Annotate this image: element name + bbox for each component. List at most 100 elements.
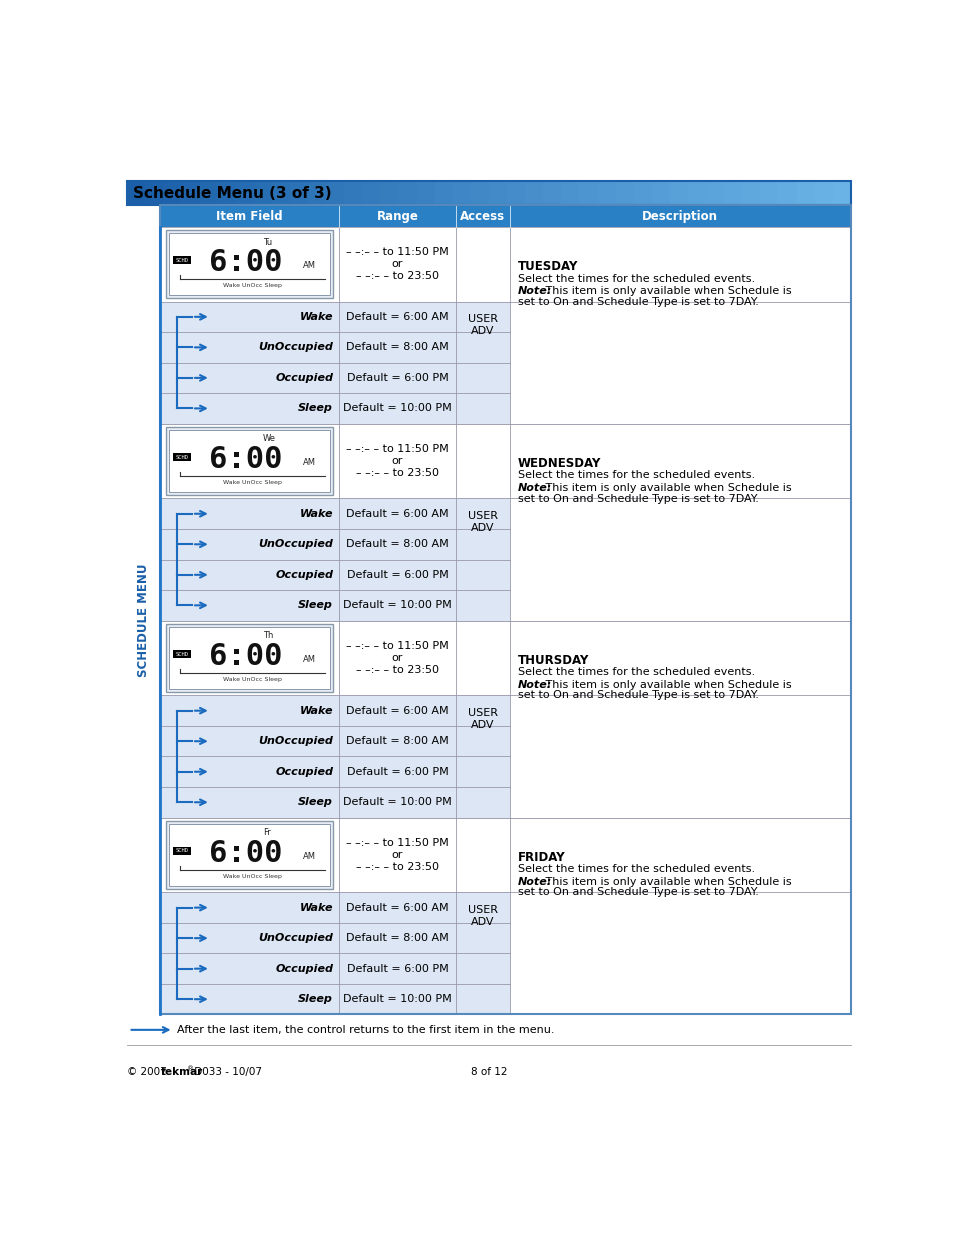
Text: Wake: Wake [299, 903, 333, 913]
Text: Occupied: Occupied [274, 767, 333, 777]
Text: Wake UnOcc Sleep: Wake UnOcc Sleep [223, 283, 282, 288]
Text: – –:– – to 23:50: – –:– – to 23:50 [355, 272, 438, 282]
Text: Wake UnOcc Sleep: Wake UnOcc Sleep [223, 480, 282, 485]
Text: FRIDAY: FRIDAY [517, 851, 564, 864]
Text: We: We [263, 435, 275, 443]
Text: Wake: Wake [299, 705, 333, 716]
Text: Default = 6:00 AM: Default = 6:00 AM [346, 903, 448, 913]
Bar [169, 233, 330, 295]
Text: Occupied: Occupied [274, 373, 333, 383]
Text: Tu: Tu [263, 237, 272, 247]
Bar [398, 180, 416, 205]
Text: This item is only available when Schedule is: This item is only available when Schedul… [542, 679, 791, 689]
Bar [416, 180, 435, 205]
Text: Wake: Wake [299, 311, 333, 322]
Text: This item is only available when Schedule is: This item is only available when Schedul… [542, 285, 791, 296]
Bar [181, 180, 200, 205]
Bar [380, 180, 398, 205]
Text: – –:– – to 23:50: – –:– – to 23:50 [355, 468, 438, 478]
Bar [159, 818, 850, 1014]
Bar [326, 180, 345, 205]
Text: Occupied: Occupied [274, 963, 333, 973]
Text: This item is only available when Schedule is: This item is only available when Schedul… [542, 877, 791, 887]
Bar [159, 205, 850, 1014]
Bar [235, 180, 254, 205]
Text: Occupied: Occupied [274, 569, 333, 579]
Bar [578, 180, 598, 205]
Bar [169, 626, 330, 689]
Bar [159, 893, 509, 1014]
Bar [159, 621, 850, 818]
Text: UnOccupied: UnOccupied [258, 736, 333, 746]
Bar [760, 180, 779, 205]
Text: © 2007: © 2007 [127, 1067, 170, 1077]
Text: Wake: Wake [299, 509, 333, 519]
Bar [166, 427, 333, 495]
Text: – –:– – to 23:50: – –:– – to 23:50 [355, 862, 438, 872]
Bar [159, 499, 509, 621]
Text: Default = 8:00 AM: Default = 8:00 AM [346, 736, 448, 746]
Bar [542, 180, 561, 205]
Bar [435, 180, 453, 205]
Text: or: or [392, 259, 403, 269]
Bar [796, 180, 815, 205]
Text: Default = 10:00 PM: Default = 10:00 PM [343, 600, 452, 610]
Text: Default = 6:00 PM: Default = 6:00 PM [346, 767, 448, 777]
Text: SCHD: SCHD [175, 454, 189, 459]
Text: UnOccupied: UnOccupied [258, 342, 333, 352]
Text: 6:00: 6:00 [209, 445, 282, 474]
Text: USER: USER [467, 315, 497, 325]
Text: THURSDAY: THURSDAY [517, 655, 588, 667]
Text: Select the times for the scheduled events.: Select the times for the scheduled event… [517, 864, 754, 874]
Bar [166, 624, 333, 693]
Bar [145, 180, 164, 205]
Bar [163, 180, 182, 205]
Bar [166, 820, 333, 889]
Text: ADV: ADV [471, 522, 494, 534]
Text: AM: AM [303, 852, 315, 861]
Bar [633, 180, 652, 205]
Bar [173, 650, 191, 658]
Bar [272, 180, 291, 205]
Text: Schedule Menu (3 of 3): Schedule Menu (3 of 3) [133, 186, 332, 201]
Bar [723, 180, 742, 205]
Bar [471, 180, 489, 205]
Text: ®: ® [187, 1066, 194, 1072]
Text: TUESDAY: TUESDAY [517, 261, 578, 273]
Text: Default = 10:00 PM: Default = 10:00 PM [343, 994, 452, 1004]
Bar [705, 180, 724, 205]
Text: Default = 10:00 PM: Default = 10:00 PM [343, 404, 452, 414]
Text: USER: USER [467, 511, 497, 521]
Text: UnOccupied: UnOccupied [258, 934, 333, 944]
Text: Th: Th [263, 631, 273, 641]
Bar [832, 180, 851, 205]
Text: Default = 6:00 PM: Default = 6:00 PM [346, 569, 448, 579]
Text: ADV: ADV [471, 326, 494, 336]
Text: Item Field: Item Field [216, 210, 282, 224]
Text: Range: Range [376, 210, 418, 224]
Text: Wake UnOcc Sleep: Wake UnOcc Sleep [223, 677, 282, 682]
Bar [741, 180, 760, 205]
Text: or: or [392, 653, 403, 663]
Text: or: or [392, 456, 403, 466]
Bar [173, 847, 191, 855]
Text: Default = 6:00 AM: Default = 6:00 AM [346, 705, 448, 716]
Text: Fr: Fr [263, 829, 271, 837]
Text: SCHD: SCHD [175, 848, 189, 853]
Text: Select the times for the scheduled events.: Select the times for the scheduled event… [517, 667, 754, 677]
Text: SCHEDULE MENU: SCHEDULE MENU [136, 564, 150, 677]
Bar [159, 424, 850, 621]
Text: Default = 6:00 PM: Default = 6:00 PM [346, 963, 448, 973]
Bar [290, 180, 309, 205]
Text: – –:– – to 23:50: – –:– – to 23:50 [355, 666, 438, 676]
Text: AM: AM [303, 262, 315, 270]
Bar [159, 695, 509, 818]
Text: 8 of 12: 8 of 12 [470, 1067, 507, 1077]
Text: Note:: Note: [517, 679, 551, 689]
Text: After the last item, the control returns to the first item in the menu.: After the last item, the control returns… [176, 1025, 554, 1035]
Text: Note:: Note: [517, 877, 551, 887]
Text: or: or [392, 850, 403, 860]
Text: set to On and Schedule Type is set to 7DAY.: set to On and Schedule Type is set to 7D… [517, 296, 758, 306]
Bar [560, 180, 579, 205]
Bar [127, 180, 146, 205]
